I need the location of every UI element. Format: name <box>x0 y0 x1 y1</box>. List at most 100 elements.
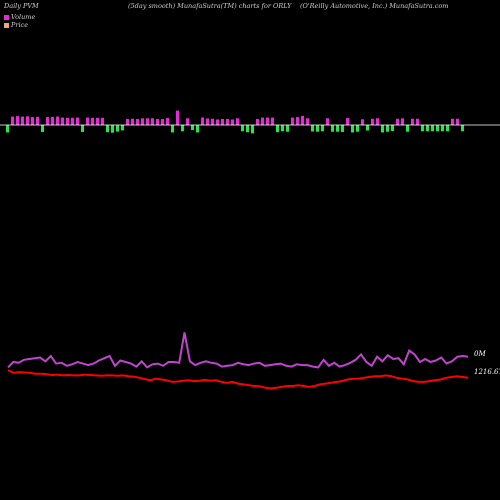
volume-bar <box>296 117 299 125</box>
volume-bar <box>226 119 229 125</box>
volume-bar <box>371 118 374 125</box>
volume-bar <box>416 118 419 125</box>
volume-bar <box>391 125 394 131</box>
volume-bar <box>206 118 209 125</box>
volume-bar <box>81 125 84 132</box>
volume-bar <box>396 118 399 125</box>
volume-bar <box>106 125 109 133</box>
volume-bar <box>186 118 189 125</box>
volume-bar <box>401 118 404 125</box>
volume-bar <box>331 125 334 132</box>
price-line <box>7 369 469 390</box>
volume-bar <box>381 125 384 133</box>
volume-bar <box>41 125 44 132</box>
volume-bar <box>176 110 179 125</box>
volume-bar <box>231 119 234 125</box>
volume-bar <box>256 119 259 125</box>
legend-price-swatch <box>4 22 9 28</box>
volume-bar <box>191 125 194 131</box>
volume-bar <box>66 117 69 125</box>
volume-bar <box>271 117 274 125</box>
header-right-title: (O'Reilly Automotive, Inc.) MunafaSutra.… <box>300 2 449 10</box>
volume-bar <box>151 118 154 125</box>
volume-bar <box>116 125 119 132</box>
volume-bar <box>236 118 239 125</box>
volume-bar <box>76 117 79 125</box>
volume-bar <box>351 125 354 133</box>
volume-bar <box>366 125 369 131</box>
volume-bar <box>461 125 464 132</box>
volume-bar <box>261 117 264 125</box>
volume-bar <box>326 118 329 125</box>
volume-bar <box>386 125 389 132</box>
volume-bar <box>211 118 214 125</box>
volume-bar <box>421 125 424 132</box>
volume-bar <box>301 115 304 125</box>
volume-bar <box>101 117 104 125</box>
volume-bar <box>306 118 309 125</box>
volume-bar <box>31 117 34 125</box>
volume-bar <box>181 125 184 132</box>
volume-bar <box>91 117 94 125</box>
volume-bar <box>6 125 9 133</box>
volume-bar <box>131 118 134 125</box>
volume-bar <box>51 116 54 125</box>
volume-bar <box>61 117 64 125</box>
volume-bar <box>126 119 129 125</box>
volume-bar <box>56 116 59 125</box>
volume-line <box>7 332 469 369</box>
volume-bar <box>146 118 149 125</box>
volume-bar <box>161 119 164 125</box>
volume-bar <box>431 125 434 132</box>
volume-axis-label: 0M <box>474 350 486 358</box>
volume-bar <box>456 118 459 125</box>
volume-bar <box>376 118 379 125</box>
legend-volume-swatch <box>4 14 9 20</box>
volume-bar <box>216 119 219 125</box>
volume-bar <box>71 117 74 125</box>
volume-bar <box>156 119 159 125</box>
volume-bar <box>291 117 294 125</box>
volume-bar <box>86 117 89 125</box>
volume-bar <box>286 125 289 132</box>
volume-bar <box>16 116 19 125</box>
volume-bar <box>276 125 279 133</box>
volume-bar <box>46 117 49 125</box>
volume-bar <box>36 116 39 125</box>
volume-bar <box>316 125 319 132</box>
volume-bar <box>111 125 114 133</box>
legend-price-label: Price <box>11 21 29 29</box>
volume-bar <box>426 125 429 132</box>
volume-bar <box>96 117 99 125</box>
volume-bar <box>251 125 254 134</box>
volume-bar <box>336 125 339 132</box>
volume-bar <box>246 125 249 133</box>
volume-bar <box>26 116 29 125</box>
volume-bar <box>311 125 314 132</box>
volume-bar <box>121 125 124 131</box>
volume-bar <box>266 117 269 125</box>
volume-bar <box>406 125 409 132</box>
volume-bar <box>341 125 344 132</box>
volume-bar <box>221 119 224 125</box>
volume-bar <box>346 118 349 125</box>
legend-price: Price <box>4 21 28 29</box>
volume-bar <box>321 125 324 132</box>
volume-bar <box>21 116 24 125</box>
volume-bar <box>451 118 454 125</box>
volume-bar <box>11 116 14 125</box>
volume-bar <box>441 125 444 132</box>
volume-bar <box>446 125 449 132</box>
volume-bar <box>361 119 364 125</box>
volume-bar <box>356 125 359 132</box>
volume-bar <box>136 119 139 125</box>
volume-bar <box>241 125 244 132</box>
volume-bar <box>281 125 284 132</box>
volume-bar <box>196 125 199 133</box>
price-axis-label: 1216.67 <box>474 368 500 376</box>
volume-bar <box>201 117 204 125</box>
volume-bar <box>166 118 169 125</box>
legend-volume-label: Volume <box>11 13 36 21</box>
